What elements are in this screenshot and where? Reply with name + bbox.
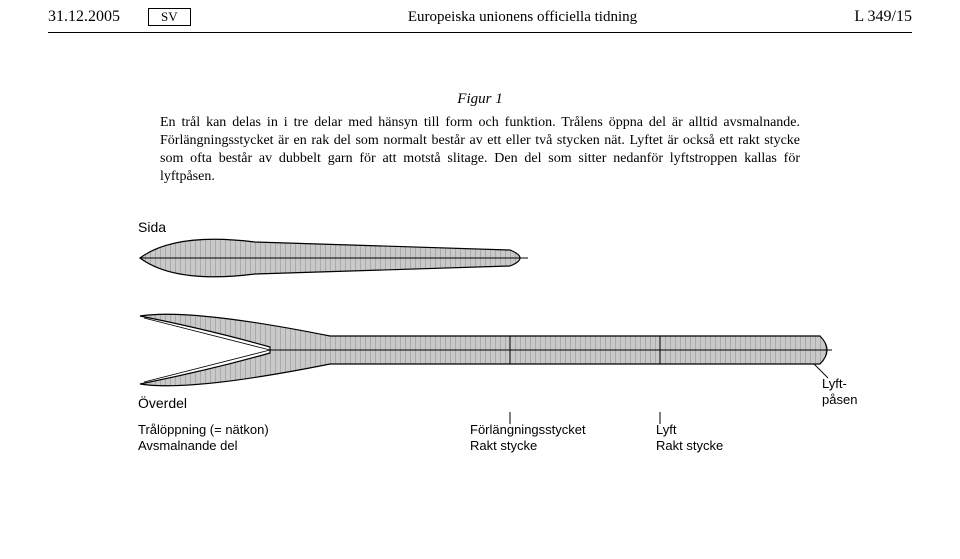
svg-text:Överdel: Överdel [138,394,187,411]
header-lang-box: SV [148,8,191,26]
svg-text:Rakt stycke: Rakt stycke [470,438,537,453]
svg-text:Lyft: Lyft [656,422,677,437]
trawl-diagram: Sida Överdel Lyft-påsen Trålöppning (= nätk… [100,220,860,460]
svg-text:Trålöppning (= nätkon): Trålöppning (= nätkon) [138,422,269,437]
header-rule [48,32,912,33]
svg-text:Lyft-: Lyft- [822,376,847,391]
svg-text:Sida: Sida [138,220,166,235]
svg-text:påsen: påsen [822,392,857,407]
figure-block: Figur 1 En trål kan delas in i tre delar… [48,91,912,186]
figure-caption: Figur 1 [48,91,912,108]
header-page-ref: L 349/15 [854,8,912,26]
header-date: 31.12.2005 [48,8,120,26]
header-journal-title: Europeiska unionens officiella tidning [191,9,855,26]
svg-text:Förlängningsstycket: Förlängningsstycket [470,422,586,437]
figure-description: En trål kan delas in i tre delar med hän… [160,114,800,186]
page-header: 31.12.2005 SV Europeiska unionens offici… [48,8,912,30]
svg-text:Rakt stycke: Rakt stycke [656,438,723,453]
svg-text:Avsmalnande del: Avsmalnande del [138,438,238,453]
